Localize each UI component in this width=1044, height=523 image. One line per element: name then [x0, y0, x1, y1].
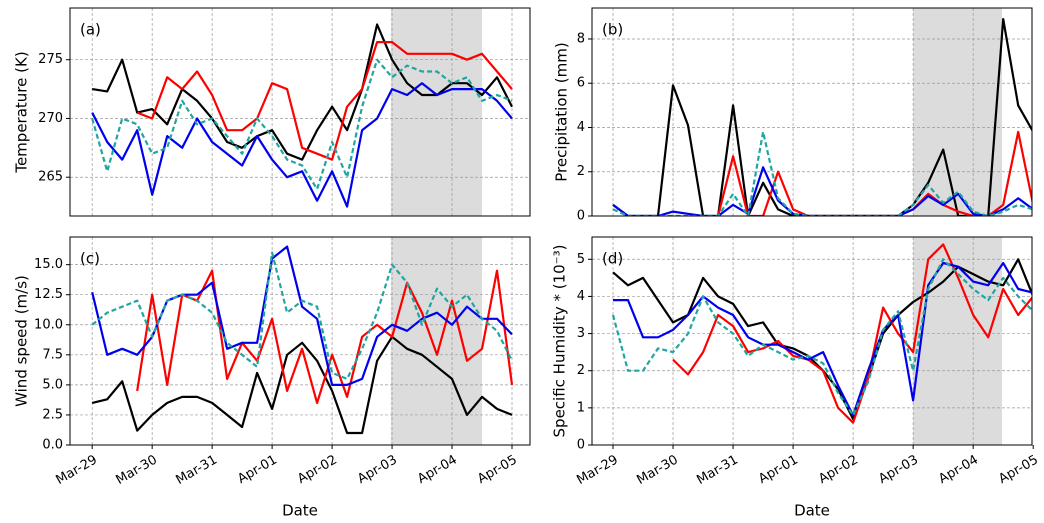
x-tick-label: Mar-29: [574, 453, 620, 488]
x-tick-label: Apr-02: [816, 453, 861, 487]
axes-frame: [591, 236, 1033, 446]
y-axis-label: Temperature (K): [13, 51, 31, 173]
panel-label: (a): [80, 21, 101, 39]
plot-area: [70, 8, 530, 216]
y-tick-label: 0.0: [42, 438, 63, 453]
y-tick-label: 7.5: [42, 347, 63, 362]
y-tick-label: 2: [577, 164, 585, 179]
y-tick-label: 4: [577, 120, 585, 135]
x-tick-label: Mar-31: [173, 453, 219, 488]
data-line: [612, 166, 1032, 216]
y-tick-label: 265: [38, 170, 63, 185]
data-line: [717, 130, 1032, 216]
data-line: [91, 335, 513, 435]
axes-frame: [69, 236, 531, 446]
data-line: [672, 243, 1032, 424]
data-line: [91, 82, 513, 208]
y-tick-label: 275: [38, 52, 63, 67]
x-tick-label: Apr-03: [355, 453, 400, 487]
data-line: [136, 41, 513, 161]
y-tick-label: 270: [38, 111, 63, 126]
data-line: [611, 258, 1032, 417]
x-tick-label: Apr-03: [876, 453, 921, 487]
data-line: [91, 58, 513, 191]
x-tick-label: Mar-31: [694, 453, 740, 488]
panel-label: (c): [80, 250, 100, 268]
axes-frame: [69, 7, 531, 217]
y-tick-label: 4: [577, 289, 585, 304]
x-tick-label: Apr-01: [756, 453, 801, 487]
axes-frame: [591, 7, 1033, 217]
y-tick-label: 5.0: [42, 377, 63, 392]
x-tick-label: Mar-30: [634, 453, 680, 488]
plot-area: [592, 237, 1032, 445]
y-axis-label: Specific Humidity * (10⁻³): [551, 245, 569, 438]
x-tick-label: Apr-04: [936, 453, 981, 487]
x-tick-label: Apr-05: [996, 453, 1041, 487]
y-tick-label: 6: [577, 76, 585, 91]
y-tick-label: 15.0: [34, 257, 63, 272]
y-tick-label: 12.5: [34, 287, 63, 302]
x-tick-label: Apr-02: [295, 453, 340, 487]
panel-label: (d): [602, 250, 623, 268]
y-tick-label: 0: [577, 209, 585, 224]
y-tick-label: 5: [577, 252, 585, 267]
plot-area: [592, 8, 1032, 216]
x-tick-label: Mar-29: [54, 453, 100, 488]
y-axis-label: Precipitation (mm): [553, 42, 571, 181]
y-tick-label: 1: [577, 400, 585, 415]
data-line: [612, 18, 1032, 216]
y-tick-label: 10.0: [34, 317, 63, 332]
data-line: [91, 251, 513, 380]
x-tick-label: Mar-30: [113, 453, 159, 488]
highlight-span: [390, 237, 483, 445]
highlight-span: [913, 237, 1002, 445]
y-axis-label: Wind speed (m/s): [13, 275, 31, 407]
x-tick-label: Apr-01: [235, 453, 280, 487]
highlight-span: [390, 8, 483, 216]
y-tick-label: 3: [577, 326, 585, 341]
data-line: [136, 269, 514, 404]
data-line: [92, 23, 513, 161]
x-axis-label: Date: [282, 502, 318, 520]
y-tick-label: 2.5: [42, 407, 63, 422]
x-tick-label: Apr-04: [415, 453, 460, 487]
x-axis-label: Date: [794, 502, 830, 520]
y-tick-label: 2: [577, 363, 585, 378]
plot-area: [70, 237, 530, 445]
data-line: [613, 261, 1032, 417]
y-tick-label: 0: [577, 438, 585, 453]
panel-label: (b): [602, 21, 623, 39]
y-tick-label: 8: [577, 31, 585, 46]
x-tick-label: Apr-05: [475, 453, 520, 487]
